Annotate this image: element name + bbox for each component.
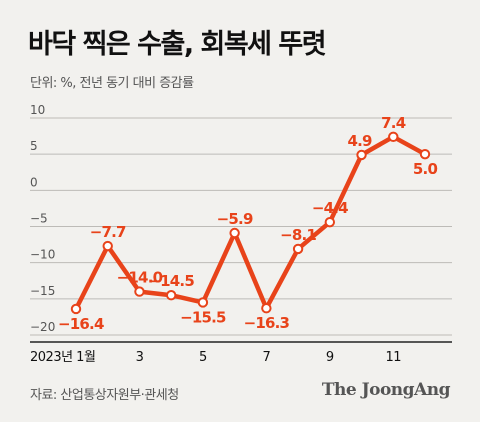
data-point (229, 227, 240, 239)
data-point (165, 290, 177, 301)
series-polyline (73, 134, 428, 312)
source-note: 자료: 산업통상자원부·관세청 (30, 388, 179, 403)
data-label: −14.0 (117, 269, 163, 287)
brand-logo: The JoongAng (321, 380, 451, 400)
data-label: 5.0 (413, 160, 438, 178)
data-label: −15.5 (180, 308, 226, 326)
data-label: −8.1 (280, 226, 316, 244)
data-point (419, 148, 431, 160)
y-tick-label: 0 (30, 175, 38, 189)
grid-lines (30, 117, 452, 343)
data-point (261, 303, 272, 314)
data-label: −16.3 (244, 314, 290, 332)
data-point (388, 131, 399, 143)
data-label: 4.9 (347, 132, 372, 150)
data-point (70, 303, 82, 315)
x-tick-label: 9 (326, 350, 334, 365)
y-tick-label: 5 (30, 139, 38, 153)
data-point (134, 286, 145, 297)
series-line (73, 134, 428, 312)
y-tick-label: −5 (30, 212, 48, 226)
data-label: −7.7 (90, 223, 126, 241)
data-label: −14.5 (148, 272, 194, 290)
data-point (292, 243, 304, 255)
data-point (324, 216, 336, 228)
chart-title: 바닥 찍은 수출, 회복세 뚜렷 (28, 29, 327, 60)
y-tick-label: 10 (30, 103, 45, 117)
data-label: −16.4 (58, 315, 104, 333)
x-tick-label: 11 (385, 350, 401, 365)
data-labels: −16.4 −7.7 −14.0−14.5 −15.5 −5.9 −16.3 −8.1 −4.… (58, 114, 438, 333)
x-tick-labels: 2023년 1월 3 5 7 9 11 (30, 350, 402, 365)
data-point (356, 149, 367, 161)
unit-note: 단위: %, 전년 동기 대비 증감률 (30, 76, 194, 91)
y-tick-label: −10 (30, 248, 55, 262)
data-points (70, 131, 431, 315)
data-point (197, 297, 209, 308)
data-label: −5.9 (217, 210, 253, 228)
y-tick-labels: 10 5 0 −5 −10 −15 −20 (30, 103, 55, 334)
y-tick-label: −15 (30, 284, 55, 298)
x-tick-label: 3 (136, 350, 144, 365)
x-tick-label: 7 (262, 350, 270, 365)
x-tick-label: 5 (199, 350, 207, 365)
data-label: 7.4 (381, 114, 406, 132)
y-tick-label: −20 (30, 320, 55, 334)
data-point (102, 240, 113, 252)
x-tick-label: 2023년 1월 (30, 350, 95, 365)
data-label: −4.4 (312, 199, 348, 217)
